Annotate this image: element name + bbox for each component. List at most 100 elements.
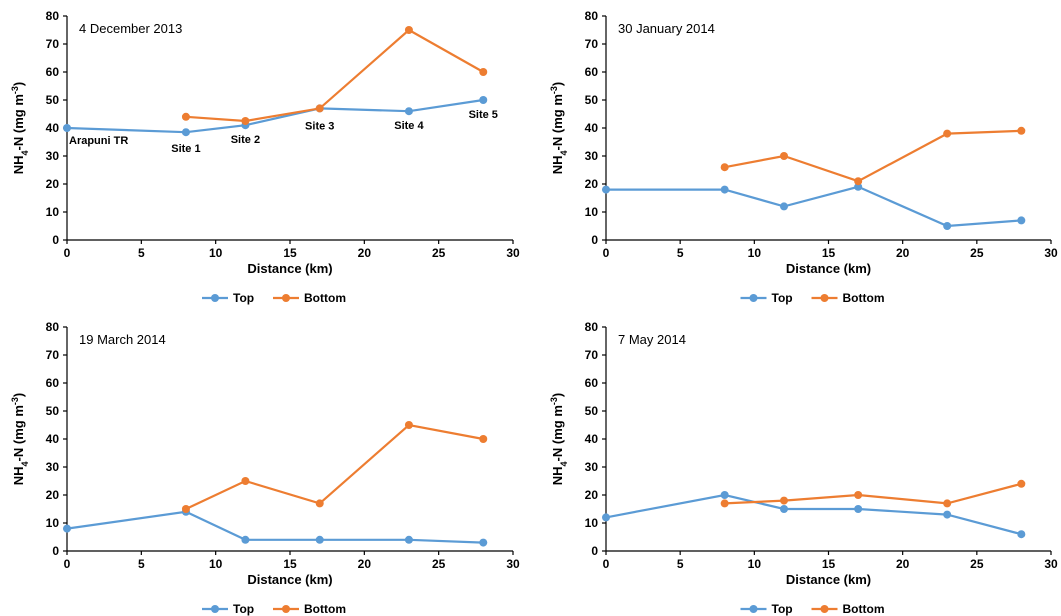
- y-axis-title: NH4-N (mg m-3): [549, 82, 569, 175]
- x-tick-label: 15: [822, 246, 836, 260]
- series-line-bottom: [185, 423, 484, 510]
- data-point-top: [602, 185, 610, 194]
- chart-panel: 0 10 20 30 40 50 60 70 80 0 5 10 15 20 25 30 Distance (k…: [549, 320, 1058, 616]
- y-axis-title-part: -N (mg m: [11, 405, 26, 461]
- data-point-top: [404, 107, 413, 116]
- data-point-bottom: [181, 505, 190, 513]
- data-point-bottom: [943, 129, 952, 138]
- y-tick-label: 10: [585, 516, 599, 530]
- data-point-top: [943, 222, 952, 230]
- y-tick-label: 0: [52, 544, 59, 558]
- y-axis-title-part: ): [11, 82, 26, 86]
- data-point-top: [404, 535, 413, 544]
- data-point-top: [720, 491, 729, 499]
- data-point-top: [479, 96, 488, 104]
- y-tick-label: 40: [46, 432, 60, 446]
- data-point-top: [854, 505, 863, 513]
- data-point-bottom: [315, 499, 324, 508]
- x-tick-label: 25: [970, 557, 984, 571]
- chart-panel: 0 10 20 30 40 50 60 70 80 0 5 10 15 20 25 30 Distance (k…: [10, 9, 520, 305]
- site-label: Site 4: [394, 120, 424, 132]
- x-tick-label: 5: [677, 557, 684, 571]
- site-label: Site 2: [231, 134, 260, 146]
- data-point-bottom: [315, 104, 324, 113]
- series-line-bottom: [724, 129, 1022, 183]
- x-tick-label: 15: [283, 557, 297, 571]
- data-point-bottom: [1017, 479, 1026, 488]
- y-tick-label: 30: [46, 149, 60, 163]
- y-tick-label: 80: [46, 320, 60, 334]
- y-axis-title-part: NH: [550, 155, 565, 174]
- legend-label: Top: [233, 291, 254, 305]
- x-axis-title: Distance (km): [247, 572, 332, 587]
- panel-title: 19 March 2014: [79, 332, 166, 347]
- y-tick-label: 60: [585, 376, 599, 390]
- y-axis-title-superscript: -3: [549, 397, 559, 405]
- data-point-top: [479, 538, 488, 547]
- x-tick-label: 10: [209, 557, 223, 571]
- y-axis-title-superscript: -3: [10, 86, 20, 94]
- y-tick-label: 30: [46, 460, 60, 474]
- y-axis-title: NH4-N (mg m-3): [10, 393, 30, 486]
- data-point-top: [241, 535, 250, 544]
- data-point-bottom: [241, 477, 250, 485]
- y-tick-label: 50: [585, 404, 599, 418]
- legend-label: Top: [772, 602, 793, 616]
- y-tick-label: 50: [46, 93, 60, 107]
- x-tick-label: 25: [432, 557, 446, 571]
- panel-title: 4 December 2013: [79, 21, 182, 36]
- legend-swatch-marker: [211, 605, 219, 613]
- y-tick-label: 10: [585, 205, 599, 219]
- y-tick-label: 70: [46, 348, 60, 362]
- data-point-bottom: [181, 112, 190, 121]
- legend: Top Bottom: [740, 291, 885, 305]
- y-axis-title: NH4-N (mg m-3): [10, 82, 30, 175]
- legend: Top Bottom: [202, 291, 346, 305]
- data-point-bottom: [720, 499, 729, 508]
- y-axis-title-subscript: 4: [20, 461, 30, 466]
- data-point-bottom: [854, 177, 863, 186]
- y-axis-title-subscript: 4: [559, 461, 569, 466]
- y-axis-title-superscript: -3: [549, 86, 559, 94]
- legend-label: Bottom: [843, 291, 885, 305]
- x-tick-label: 10: [748, 557, 762, 571]
- legend-label: Bottom: [304, 291, 346, 305]
- x-tick-label: 15: [822, 557, 836, 571]
- y-tick-label: 80: [585, 9, 599, 23]
- x-tick-label: 15: [283, 246, 297, 260]
- data-point-bottom: [780, 152, 788, 160]
- x-tick-label: 30: [1044, 246, 1058, 260]
- series-line-top: [66, 98, 484, 134]
- site-label: Site 5: [469, 109, 498, 121]
- y-tick-label: 50: [585, 93, 599, 107]
- y-tick-label: 40: [46, 121, 60, 135]
- x-axis-title: Distance (km): [786, 261, 871, 276]
- data-point-bottom: [854, 491, 863, 499]
- y-tick-label: 30: [585, 460, 599, 474]
- x-tick-label: 20: [358, 246, 372, 260]
- y-tick-label: 50: [46, 404, 60, 418]
- panel-title: 7 May 2014: [618, 332, 686, 347]
- x-axis-title: Distance (km): [247, 261, 332, 276]
- chart-panel: 0 10 20 30 40 50 60 70 80 0 5 10 15 20 25 30 Distance (k…: [10, 320, 520, 616]
- x-tick-label: 20: [896, 246, 910, 260]
- y-axis-title-part: ): [550, 82, 565, 86]
- y-axis-title-part: ): [11, 393, 26, 397]
- x-tick-label: 5: [677, 246, 684, 260]
- data-point-top: [1017, 530, 1026, 539]
- y-tick-label: 60: [46, 376, 60, 390]
- y-tick-label: 80: [585, 320, 599, 334]
- data-point-top: [1017, 216, 1026, 225]
- y-tick-label: 70: [585, 37, 599, 51]
- data-point-bottom: [1017, 126, 1026, 135]
- legend-swatch-marker: [749, 294, 758, 302]
- y-axis-title-part: NH: [11, 466, 26, 485]
- y-axis-title-part: NH: [550, 466, 565, 485]
- y-tick-label: 20: [585, 177, 599, 191]
- legend-swatch-marker: [820, 605, 829, 613]
- chart-panel: 0 10 20 30 40 50 60 70 80 0 5 10 15 20 25 30 Distance (k…: [549, 9, 1058, 305]
- legend-label: Top: [772, 291, 793, 305]
- y-tick-label: 40: [585, 432, 599, 446]
- y-tick-label: 0: [52, 233, 59, 247]
